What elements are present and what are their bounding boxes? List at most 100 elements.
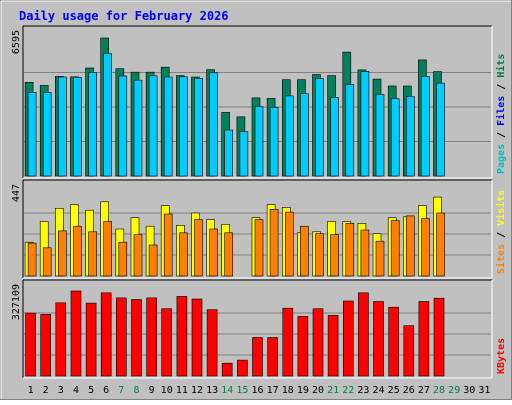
legend-separator: / <box>496 78 507 96</box>
bar-files-day-16 <box>254 106 264 177</box>
x-tick-label: 11 <box>176 385 188 396</box>
bar-files-day-5 <box>88 72 97 177</box>
x-tick-label: 26 <box>403 385 415 396</box>
bar-kbytes-day-14 <box>221 362 233 377</box>
bar-kbytes-day-24 <box>373 301 384 377</box>
bar-kbytes-day-12 <box>191 298 203 377</box>
bar-kbytes-day-1 <box>25 312 36 377</box>
x-tick-label: 28 <box>433 385 445 396</box>
bar-kbytes-day-6 <box>100 292 112 377</box>
panel-ymax-label: 327109 <box>11 284 22 320</box>
x-tick-label: 31 <box>478 385 490 396</box>
bar-files-day-14 <box>224 129 233 177</box>
bar-sites-day-28 <box>436 212 445 277</box>
x-tick-label: 20 <box>312 385 324 396</box>
bar-sites-day-27 <box>421 218 430 277</box>
bar-files-day-8 <box>133 79 143 177</box>
panels-layer: 6595 Pages / Files / Hits 447 Sites / Visit… <box>11 25 507 379</box>
bar-sites-day-1 <box>27 242 37 277</box>
x-tick-label: 10 <box>161 385 173 396</box>
bar-sites-day-21 <box>330 234 339 277</box>
x-axis-labels: 1 2 3 4 5 6 7 8 9 10 11 12 13 14 15 16 17 18 19 20 21 22 23 24 2… <box>28 385 491 396</box>
bar-files-day-17 <box>269 107 279 177</box>
bar-sites-day-6 <box>103 221 112 277</box>
x-tick-label: 17 <box>267 385 279 396</box>
bar-files-day-11 <box>179 76 188 177</box>
bar-sites-day-20 <box>315 233 324 277</box>
bar-files-day-19 <box>300 93 309 177</box>
x-tick-label: 19 <box>297 385 309 396</box>
bar-sites-day-13 <box>209 228 218 277</box>
x-tick-label: 14 <box>221 385 233 396</box>
bar-kbytes-day-13 <box>206 309 218 377</box>
bar-sites-day-3 <box>57 230 67 277</box>
series-files <box>27 53 445 177</box>
bar-kbytes-day-27 <box>418 301 430 377</box>
bar-files-day-13 <box>209 72 218 177</box>
bar-files-day-23 <box>360 71 370 177</box>
bar-sites-day-14 <box>224 232 233 277</box>
bar-files-day-1 <box>27 92 37 177</box>
bar-files-day-24 <box>375 94 385 177</box>
bar-files-day-6 <box>103 53 112 177</box>
x-tick-label: 21 <box>327 385 339 396</box>
x-tick-label: 29 <box>448 385 460 396</box>
bar-sites-day-26 <box>405 215 415 277</box>
bar-files-day-21 <box>330 97 339 177</box>
bar-kbytes-day-10 <box>161 308 172 377</box>
x-tick-label: 27 <box>418 385 430 396</box>
x-tick-label: 8 <box>133 385 139 396</box>
chart-title: Daily usage for February 2026 <box>19 9 229 23</box>
x-tick-label: 5 <box>88 385 94 396</box>
bar-sites-day-19 <box>300 225 309 277</box>
bar-kbytes-day-25 <box>388 306 400 377</box>
x-tick-label: 6 <box>103 385 109 396</box>
legend-entry: Files <box>495 96 507 126</box>
x-tick-label: 13 <box>206 385 218 396</box>
bar-sites-day-18 <box>284 211 294 277</box>
legend-entry: KBytes <box>496 338 507 374</box>
bar-kbytes-day-26 <box>403 325 415 377</box>
bar-kbytes-day-21 <box>327 315 339 377</box>
panel-kbytes: 327109 KBytes <box>11 279 507 379</box>
bar-files-day-9 <box>148 75 158 177</box>
bar-files-day-4 <box>73 77 82 177</box>
legend-separator: / <box>496 226 507 244</box>
series-kbytes <box>25 290 445 377</box>
legend-entry: Visits <box>495 190 507 226</box>
x-tick-label: 7 <box>118 385 124 396</box>
x-tick-label: 16 <box>251 385 263 396</box>
bar-sites-day-8 <box>133 234 143 277</box>
bar-sites-day-11 <box>179 232 188 277</box>
x-tick-label: 23 <box>357 385 369 396</box>
bar-files-day-7 <box>118 75 128 177</box>
legend-entry: Hits <box>495 54 507 78</box>
panel-sites-visits: 447 Sites / Visits <box>11 179 507 279</box>
legend-separator: / <box>496 126 507 144</box>
bar-kbytes-day-28 <box>433 297 445 377</box>
bar-kbytes-day-5 <box>85 302 97 377</box>
x-tick-label: 18 <box>282 385 294 396</box>
bar-sites-day-23 <box>360 229 370 277</box>
x-tick-label: 24 <box>372 385 384 396</box>
bar-files-day-15 <box>239 131 249 177</box>
bar-kbytes-day-19 <box>297 316 309 377</box>
x-tick-label: 3 <box>58 385 64 396</box>
x-tick-label: 12 <box>191 385 203 396</box>
panel-ymax-label: 447 <box>11 184 22 202</box>
x-tick-label: 1 <box>28 385 34 396</box>
bar-kbytes-day-11 <box>176 296 188 377</box>
bar-kbytes-day-20 <box>312 308 324 377</box>
bar-sites-day-4 <box>73 225 82 277</box>
bar-kbytes-day-7 <box>116 297 127 377</box>
panel-legend: KBytes <box>496 338 507 374</box>
bar-files-day-2 <box>42 92 52 177</box>
x-tick-label: 15 <box>236 385 248 396</box>
bar-kbytes-day-18 <box>282 307 294 377</box>
panel-pages-files-hits: 6595 Pages / Files / Hits <box>11 25 507 179</box>
bar-sites-day-24 <box>375 240 385 277</box>
bar-sites-day-2 <box>42 247 52 277</box>
bar-sites-day-16 <box>254 219 264 277</box>
bar-sites-day-5 <box>88 231 97 277</box>
panel-legend: Sites / Visits <box>495 190 507 274</box>
